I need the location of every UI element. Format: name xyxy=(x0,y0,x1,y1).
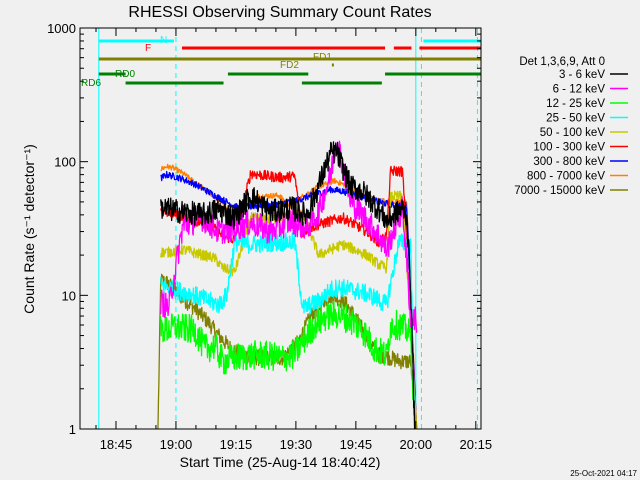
legend-label: 3 - 6 keV xyxy=(559,69,605,81)
y-tick-label: 10 xyxy=(62,288,76,303)
y-tick-label: 1000 xyxy=(47,21,76,36)
legend-label: 25 - 50 keV xyxy=(546,113,605,125)
plot-frame xyxy=(79,27,482,430)
chart-title: RHESSI Observing Summary Count Rates xyxy=(128,4,431,21)
series-line xyxy=(160,140,418,333)
x-tick-label: 20:00 xyxy=(400,437,433,452)
series-line xyxy=(160,232,416,429)
x-tick-label: 20:15 xyxy=(460,437,493,452)
x-tick-label: 19:45 xyxy=(340,437,373,452)
x-tick-label: 19:00 xyxy=(160,437,193,452)
y-tick-label: 1 xyxy=(69,422,76,437)
y-tick-label: 100 xyxy=(54,155,76,170)
plot-area: NF FD1 FD2 RD0 RD6 xyxy=(81,28,481,429)
x-tick-label: 19:30 xyxy=(280,437,313,452)
legend-label: 300 - 800 keV xyxy=(533,156,605,168)
x-tick-label: 18:45 xyxy=(100,437,133,452)
footer-date: 25-Oct-2021 04:17 xyxy=(570,469,637,478)
legend-label: 800 - 7000 keV xyxy=(527,171,605,183)
flag-label-rd6: RD6 xyxy=(81,78,101,89)
legend: Det 1,3,6,9, Att 03 - 6 keV 6 - 12 keV 12 … xyxy=(514,56,628,197)
flag-label-fd1: FD1 xyxy=(313,52,332,63)
flag-label-fd2: FD2 xyxy=(280,60,299,71)
flag-label-n: N xyxy=(160,35,167,46)
series-line xyxy=(160,300,416,429)
legend-label: 6 - 12 keV xyxy=(553,84,606,96)
legend-label: 7000 - 15000 keV xyxy=(514,185,605,197)
x-axis-label: Start Time (25-Aug-14 18:40:42) xyxy=(180,454,381,470)
legend-label: 12 - 25 keV xyxy=(546,98,605,110)
y-axis-label: Count Rate (s⁻¹ detector⁻¹) xyxy=(21,144,37,314)
legend-label: 50 - 100 keV xyxy=(540,127,606,139)
flag-label-rd0: RD0 xyxy=(115,69,135,80)
flag-label-f: F xyxy=(145,43,151,54)
series-line xyxy=(160,141,416,429)
axes: 1 10 100 1000 18:45 19:00 19:15 19:30 19:45 20:00… xyxy=(47,21,492,452)
legend-label: 100 - 300 keV xyxy=(533,142,605,154)
legend-header: Det 1,3,6,9, Att 0 xyxy=(519,56,605,68)
x-tick-label: 19:15 xyxy=(220,437,253,452)
